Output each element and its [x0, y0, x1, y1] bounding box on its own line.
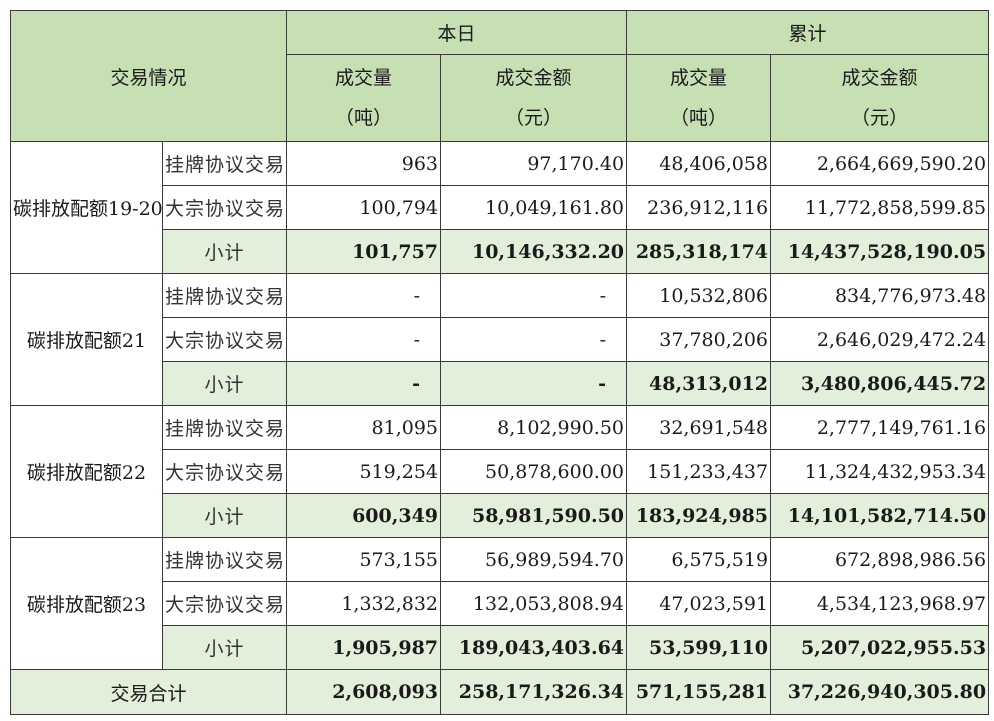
carbon-trading-table: 交易情况 本日 累计 成交量 （吨） 成交金额 （元） 成交量 （吨） 成交金额… — [9, 10, 990, 715]
cumulative-volume: 48,406,058 — [626, 141, 772, 186]
today-amount: 8,102,990.50 — [440, 405, 628, 450]
table-row: 碳排放配额19-20 挂牌协议交易 963 97,170.40 48,406,0… — [10, 141, 990, 274]
cumulative-volume: 183,924,985 — [626, 493, 772, 538]
today-volume: - — [286, 273, 442, 318]
today-volume: 963 — [286, 141, 442, 186]
trade-type-label: 大宗协议交易 — [161, 317, 288, 362]
table-row: 大宗协议交易 - - 37,780,206 2,646,029,472.24 — [11, 317, 990, 362]
trade-type-label: 大宗协议交易 — [161, 449, 288, 494]
total-cumulative-volume: 571,155,281 — [626, 669, 772, 715]
today-volume: 573,155 — [286, 537, 442, 582]
today-amount: 189,043,403.64 — [440, 625, 628, 670]
header-today-amount: 成交金额 （元） — [440, 54, 628, 142]
group-label: 碳排放配额23 — [10, 537, 163, 670]
subtotal-row: 小计 101,757 10,146,332.20 285,318,174 14,… — [11, 229, 990, 274]
today-amount: - — [440, 273, 628, 318]
subtotal-label: 小计 — [161, 229, 288, 274]
cumulative-amount: 11,324,432,953.34 — [770, 449, 990, 494]
header-amount-label: 成交金额 — [495, 67, 572, 89]
cumulative-amount: 11,772,858,599.85 — [770, 185, 990, 230]
today-volume: - — [286, 361, 442, 406]
table-row: 大宗协议交易 519,254 50,878,600.00 151,233,437… — [11, 449, 990, 494]
trade-type-label: 大宗协议交易 — [161, 581, 288, 626]
today-amount: 97,170.40 — [440, 141, 628, 186]
today-amount: 56,989,594.70 — [440, 537, 628, 582]
trade-type-label: 挂牌协议交易 — [161, 273, 288, 318]
subtotal-row: 小计 1,905,987 189,043,403.64 53,599,110 5… — [11, 625, 990, 670]
cumulative-volume: 32,691,548 — [626, 405, 772, 450]
header-volume-label: 成交量 — [670, 67, 728, 89]
cumulative-amount: 3,480,806,445.72 — [770, 361, 990, 406]
cumulative-amount: 2,646,029,472.24 — [770, 317, 990, 362]
trade-type-label: 挂牌协议交易 — [161, 405, 288, 450]
total-label: 交易合计 — [9, 669, 288, 715]
subtotal-row: 小计 - - 48,313,012 3,480,806,445.72 — [11, 361, 990, 406]
table-row: 碳排放配额23 挂牌协议交易 573,155 56,989,594.70 6,5… — [10, 537, 990, 670]
cumulative-volume: 285,318,174 — [626, 229, 772, 274]
today-volume: 600,349 — [286, 493, 442, 538]
cumulative-amount: 834,776,973.48 — [770, 273, 990, 318]
total-today-volume: 2,608,093 — [286, 669, 442, 715]
header-amount-label: 成交金额 — [841, 67, 918, 89]
header-amount-unit: （元） — [505, 107, 563, 129]
trade-type-label: 大宗协议交易 — [161, 185, 288, 230]
header-volume-label: 成交量 — [335, 67, 393, 89]
cumulative-amount: 4,534,123,968.97 — [770, 581, 990, 626]
total-cumulative-amount: 37,226,940,305.80 — [770, 669, 990, 715]
cumulative-volume: 37,780,206 — [626, 317, 772, 362]
today-volume: 81,095 — [286, 405, 442, 450]
cumulative-amount: 2,777,149,761.16 — [770, 405, 990, 450]
header-volume-unit: （吨） — [335, 107, 393, 129]
today-volume: 519,254 — [286, 449, 442, 494]
cumulative-amount: 672,898,986.56 — [770, 537, 990, 582]
today-amount: - — [440, 317, 628, 362]
subtotal-row: 小计 600,349 58,981,590.50 183,924,985 14,… — [11, 493, 990, 538]
header-trade-situation: 交易情况 — [9, 10, 288, 142]
header-volume-unit: （吨） — [670, 107, 728, 129]
trade-type-label: 挂牌协议交易 — [161, 141, 288, 186]
today-amount: 10,146,332.20 — [440, 229, 628, 274]
header-today: 本日 — [286, 10, 628, 55]
today-volume: 1,905,987 — [286, 625, 442, 670]
total-row: 交易合计 2,608,093 258,171,326.34 571,155,28… — [9, 669, 990, 715]
cumulative-volume: 48,313,012 — [626, 361, 772, 406]
today-volume: 1,332,832 — [286, 581, 442, 626]
table-row: 碳排放配额21 挂牌协议交易 - - 10,532,806 834,776,97… — [10, 273, 990, 406]
group-label: 碳排放配额22 — [10, 405, 163, 538]
header-cumulative: 累计 — [626, 10, 990, 55]
cumulative-volume: 236,912,116 — [626, 185, 772, 230]
subtotal-label: 小计 — [161, 493, 288, 538]
table-row: 大宗协议交易 100,794 10,049,161.80 236,912,116… — [11, 185, 990, 230]
today-amount: 10,049,161.80 — [440, 185, 628, 230]
subtotal-label: 小计 — [161, 625, 288, 670]
today-amount: 132,053,808.94 — [440, 581, 628, 626]
today-volume: 100,794 — [286, 185, 442, 230]
cumulative-amount: 14,437,528,190.05 — [770, 229, 990, 274]
header-today-volume: 成交量 （吨） — [286, 54, 442, 142]
header-cumulative-volume: 成交量 （吨） — [626, 54, 772, 142]
today-volume: 101,757 — [286, 229, 442, 274]
table-row: 碳排放配额22 挂牌协议交易 81,095 8,102,990.50 32,69… — [10, 405, 990, 538]
cumulative-volume: 10,532,806 — [626, 273, 772, 318]
cumulative-volume: 6,575,519 — [626, 537, 772, 582]
header-cumulative-amount: 成交金额 （元） — [770, 54, 990, 142]
cumulative-volume: 151,233,437 — [626, 449, 772, 494]
today-amount: 58,981,590.50 — [440, 493, 628, 538]
today-amount: - — [440, 361, 628, 406]
today-amount: 50,878,600.00 — [440, 449, 628, 494]
cumulative-volume: 47,023,591 — [626, 581, 772, 626]
cumulative-amount: 5,207,022,955.53 — [770, 625, 990, 670]
group-label: 碳排放配额21 — [10, 273, 163, 406]
group-label: 碳排放配额19-20 — [10, 141, 163, 274]
cumulative-volume: 53,599,110 — [626, 625, 772, 670]
total-today-amount: 258,171,326.34 — [440, 669, 628, 715]
header-amount-unit: （元） — [851, 107, 909, 129]
subtotal-label: 小计 — [161, 361, 288, 406]
cumulative-amount: 2,664,669,590.20 — [770, 141, 990, 186]
today-volume: - — [286, 317, 442, 362]
cumulative-amount: 14,101,582,714.50 — [770, 493, 990, 538]
trade-type-label: 挂牌协议交易 — [161, 537, 288, 582]
